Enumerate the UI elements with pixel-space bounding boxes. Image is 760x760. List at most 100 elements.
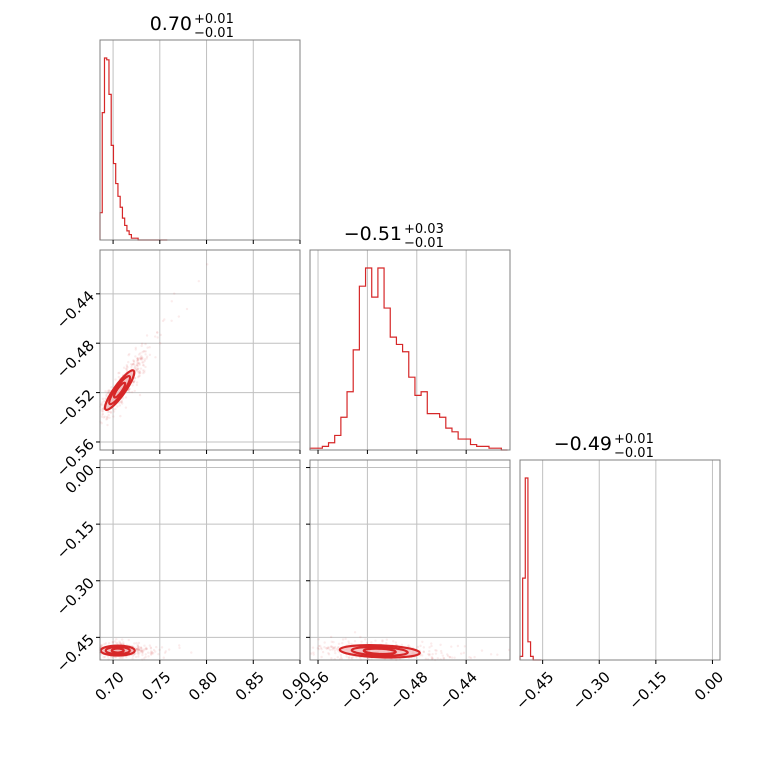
sample-point [327, 653, 331, 656]
sample-point [100, 422, 103, 425]
sample-point [323, 641, 326, 644]
sample-point [468, 656, 471, 659]
sample-point [323, 645, 326, 649]
sample-point [103, 643, 106, 646]
sample-point [150, 652, 153, 656]
sample-point [131, 384, 134, 387]
sample-point [141, 650, 144, 653]
sample-point [332, 640, 335, 644]
sample-point [101, 407, 105, 411]
sample-point [137, 648, 140, 652]
sample-point [154, 356, 157, 359]
sample-point [480, 649, 484, 652]
sample-point [463, 645, 467, 648]
sample-point [392, 640, 395, 643]
sample-point [136, 359, 140, 362]
sample-point [106, 655, 110, 658]
sample-point [197, 279, 201, 283]
sample-point [329, 645, 333, 649]
sample-point [122, 641, 125, 644]
title-plus: +0.01 [614, 432, 654, 447]
sample-point [144, 653, 147, 656]
sample-point [347, 656, 351, 659]
sample-point [144, 350, 147, 353]
sample-point [318, 644, 322, 648]
sample-point [435, 649, 438, 652]
sample-point [141, 653, 144, 657]
sample-point [140, 342, 144, 346]
sample-point [102, 404, 105, 407]
sample-point [136, 357, 139, 360]
sample-point [137, 645, 141, 649]
sample-point [137, 641, 141, 645]
sample-point [469, 656, 473, 660]
sample-point [138, 362, 141, 365]
sample-point [139, 371, 142, 375]
sample-point [141, 356, 144, 359]
sample-point [145, 647, 148, 650]
sample-point [140, 356, 144, 360]
sample-point [100, 410, 104, 413]
sample-point [139, 650, 143, 653]
sample-point [150, 651, 154, 654]
axes-frame [99, 459, 301, 661]
axes-frame [99, 249, 301, 451]
sample-point [421, 640, 424, 644]
sample-point [108, 416, 111, 419]
sample-point [422, 650, 425, 653]
sample-point [151, 652, 155, 655]
sample-point [133, 379, 136, 383]
sample-point [353, 631, 357, 634]
sample-point [400, 643, 404, 647]
sample-point [114, 378, 117, 381]
sample-point [385, 641, 388, 645]
sample-point [325, 646, 328, 650]
sample-point [138, 363, 141, 366]
sample-point [136, 361, 139, 365]
sample-point [115, 638, 118, 641]
sample-point [154, 650, 157, 653]
sample-point [137, 653, 140, 656]
sample-point [144, 648, 148, 651]
sample-point [137, 353, 141, 356]
sample-point [100, 644, 103, 647]
sample-point [138, 374, 141, 377]
axes-frame [309, 249, 511, 451]
sample-point [120, 401, 123, 404]
sample-point [136, 649, 139, 653]
sample-point [453, 656, 456, 659]
sample-point [140, 354, 143, 358]
sample-point [136, 357, 140, 360]
sample-point [100, 653, 103, 656]
sample-point [456, 644, 460, 648]
sample-point [312, 653, 315, 656]
sample-point [185, 307, 189, 311]
sample-point [148, 346, 151, 349]
sample-point [135, 648, 139, 651]
sample-point [124, 367, 128, 370]
sample-point [116, 642, 119, 645]
sample-point [134, 652, 137, 655]
sample-point [177, 315, 181, 318]
contour-level-1 [99, 644, 136, 657]
sample-point [141, 363, 145, 367]
sample-point [332, 647, 335, 650]
sample-point [173, 292, 176, 295]
sample-point [149, 650, 153, 653]
sample-point [106, 410, 109, 413]
sample-point [336, 655, 339, 659]
sample-point [331, 645, 334, 649]
sample-point [137, 646, 140, 650]
sample-point [132, 363, 135, 366]
sample-point [100, 403, 103, 406]
sample-point [427, 653, 430, 656]
sample-point [136, 358, 139, 361]
sample-point [331, 648, 334, 651]
sample-point [107, 642, 111, 645]
sample-point [144, 342, 147, 346]
contour-level-2 [108, 375, 132, 406]
sample-point [428, 646, 431, 649]
sample-point [162, 656, 165, 659]
sample-point [167, 648, 171, 651]
